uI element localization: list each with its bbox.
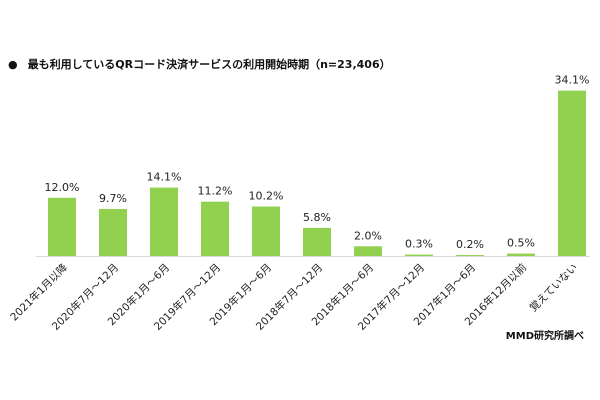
value-label-9: 0.5% (507, 237, 535, 250)
value-label-3: 11.2% (198, 185, 233, 198)
bar-4 (252, 206, 280, 256)
value-label-6: 2.0% (354, 229, 382, 242)
source-note: MMD研究所調べ (505, 331, 584, 342)
bar-8 (456, 255, 484, 256)
value-label-7: 0.3% (405, 238, 433, 251)
value-label-5: 5.8% (303, 211, 331, 224)
category-label-10: 覚えていない (527, 261, 580, 314)
value-label-1: 9.7% (99, 192, 127, 205)
value-label-4: 10.2% (249, 190, 284, 203)
chart-title: ● 最も利用しているQRコード決済サービスの利用開始時期（n=23,406） (8, 56, 391, 72)
bar-1 (99, 208, 127, 256)
bar-5 (303, 227, 331, 256)
value-labels-group: 12.0% 9.7% 14.1% 11.2% 10.2% 5.8% 2.0% 0.3% 0.2%… (45, 74, 590, 251)
value-label-2: 14.1% (147, 171, 182, 184)
bar-2 (150, 187, 178, 256)
bar-7 (405, 254, 433, 256)
value-label-0: 12.0% (45, 181, 80, 194)
value-label-10: 34.1% (555, 74, 590, 87)
bar-10 (558, 90, 586, 257)
bar-9 (507, 253, 535, 256)
chart-title-text: 最も利用しているQRコード決済サービスの利用開始時期（n=23,406） (27, 58, 391, 71)
bar-0 (48, 197, 76, 256)
bullet-icon: ● (8, 58, 18, 71)
bars-group (48, 90, 586, 257)
bar-6 (354, 246, 382, 256)
bar-3 (201, 201, 229, 256)
value-label-8: 0.2% (456, 238, 484, 251)
category-labels-group: 2021年1月以降2020年7月～12月2020年1月～6月2019年7月～12… (8, 261, 581, 333)
